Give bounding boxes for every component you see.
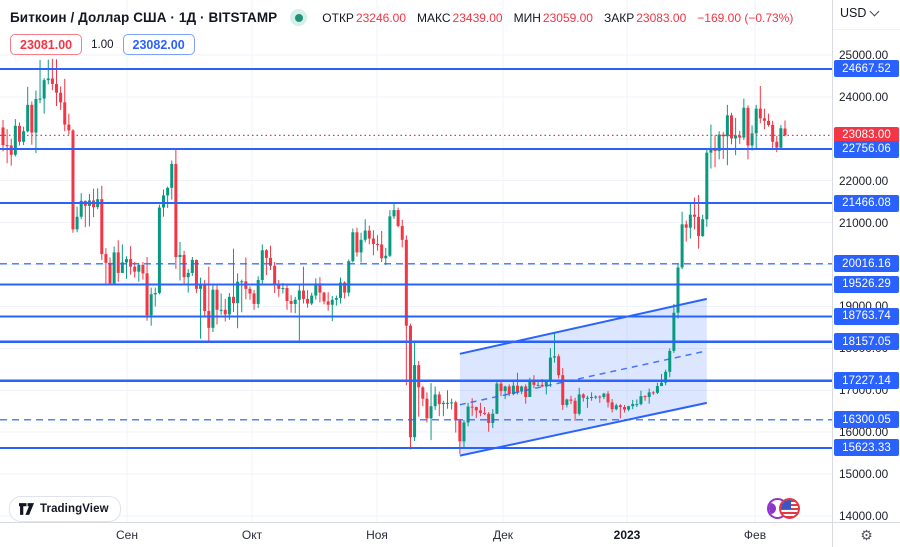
symbol-pair-flags-icon (767, 497, 807, 521)
candlestick-chart[interactable] (0, 0, 832, 522)
settings-gear-icon[interactable]: ⚙ (860, 527, 873, 543)
tradingview-logo[interactable]: TradingView (9, 496, 121, 522)
axis-separator (833, 29, 900, 30)
open-value: 23246.00 (355, 10, 407, 25)
close-label: ЗАКР (603, 10, 635, 25)
price-level-badge: 18157.05 (834, 333, 899, 351)
chart-legend: Биткоин / Доллар США · 1Д · BITSTAMP ОТК… (10, 8, 793, 55)
time-axis-label[interactable]: 2023 (613, 528, 641, 542)
buy-button[interactable]: 23082.00 (122, 34, 195, 55)
price-level-badge: 21466.08 (834, 194, 899, 212)
time-axis-label[interactable]: Ноя (366, 528, 388, 542)
price-tick-label: 14000.00 (839, 509, 889, 523)
change-value: −169.00 (−0.73%) (697, 10, 794, 25)
price-level-badge: 18763.74 (834, 307, 899, 325)
price-levels-layer[interactable] (0, 67, 832, 450)
grid-layer (0, 0, 832, 522)
tradingview-logo-text: TradingView (40, 503, 109, 515)
usd-flag-icon (779, 498, 800, 519)
spread-value: 1.00 (91, 38, 114, 51)
axis-corner: ⚙ (832, 522, 900, 547)
chevron-down-icon (869, 6, 880, 17)
price-tick-label: 21000.00 (839, 215, 889, 230)
price-tick-label: 25000.00 (839, 48, 889, 62)
close-value: 23083.00 (636, 10, 687, 25)
time-axis-label[interactable]: Фев (743, 528, 767, 542)
sell-button[interactable]: 23081.00 (10, 34, 83, 55)
price-axis[interactable]: USD 25000.0024000.0023000.0022000.002100… (832, 0, 900, 523)
tradingview-logo-icon (19, 502, 34, 515)
price-tick-label: 24000.00 (839, 89, 889, 104)
price-tick-label: 22000.00 (839, 173, 889, 188)
time-axis[interactable]: Сен Окт Ноя Дек 2023 Фев (0, 522, 832, 547)
price-level-badge: 20016.16 (834, 255, 899, 273)
market-status-dot-icon[interactable] (290, 9, 308, 26)
price-tick-label: 15000.00 (839, 467, 889, 482)
instant-trading-panel: 23081.00 1.00 23082.00 (10, 34, 793, 55)
chart-plot-area[interactable]: Биткоин / Доллар США · 1Д · BITSTAMP ОТК… (0, 0, 832, 522)
price-tick-label: 16000.00 (839, 425, 889, 440)
current-price-badge: 23083.00 (834, 126, 899, 144)
low-label: МИН (513, 10, 541, 25)
low-value: 23059.00 (542, 10, 593, 25)
currency-selector[interactable]: USD (840, 6, 880, 20)
trend-channel[interactable] (459, 297, 708, 457)
price-level-badge: 24667.52 (834, 60, 899, 78)
high-value: 23439.00 (452, 10, 503, 25)
price-level-badge: 17227.14 (834, 372, 899, 390)
time-axis-label[interactable]: Окт (241, 528, 263, 542)
time-axis-label[interactable]: Сен (116, 528, 138, 542)
price-level-badge: 16300.05 (834, 411, 899, 429)
ohlc-readout: ОТКР 23246.00 МАКС 23439.00 МИН 23059.00 ЗА… (322, 11, 793, 25)
open-label: ОТКР (322, 10, 354, 25)
symbol-title[interactable]: Биткоин / Доллар США · 1Д · BITSTAMP (10, 10, 278, 25)
price-level-badge: 22756.06 (834, 140, 899, 158)
time-axis-label[interactable]: Дек (492, 528, 514, 542)
price-level-badge: 19526.29 (834, 275, 899, 293)
high-label: МАКС (417, 10, 451, 25)
price-level-badge: 15623.33 (834, 439, 899, 457)
currency-selector-label: USD (840, 6, 867, 20)
